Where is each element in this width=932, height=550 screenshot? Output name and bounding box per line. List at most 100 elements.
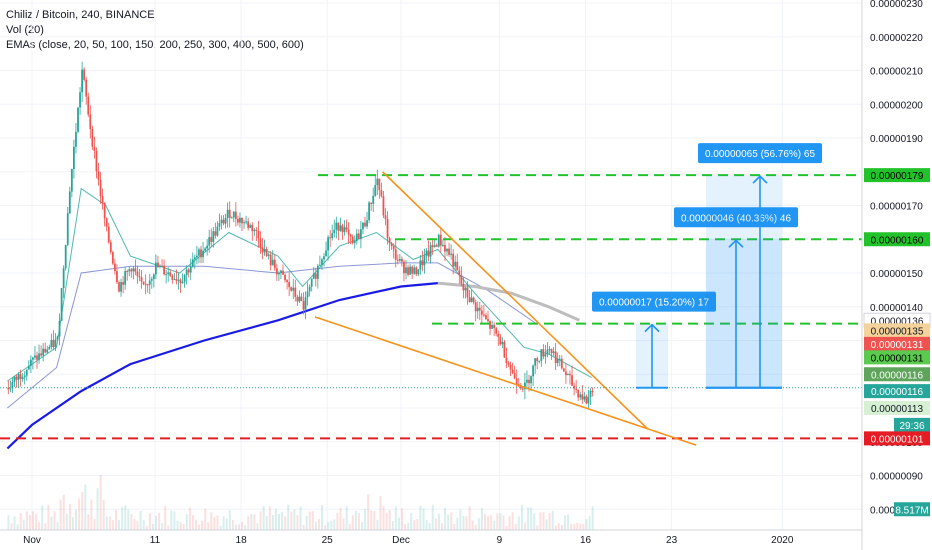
candle-body xyxy=(325,250,327,257)
volume-bar xyxy=(493,520,496,530)
candle-body xyxy=(273,259,276,269)
volume-bar xyxy=(459,509,462,530)
volume-bar xyxy=(563,515,566,530)
candle-body xyxy=(44,348,47,353)
price-tag-label: 0.00000179 xyxy=(871,171,924,182)
measure-label: 0.00000046 (40.36%) 46 xyxy=(681,213,792,224)
volume-bar xyxy=(155,515,157,530)
volume-bar xyxy=(447,514,450,530)
volume-bar xyxy=(311,511,314,530)
candle-body xyxy=(581,394,584,400)
volume-bar xyxy=(477,518,480,530)
volume-bar xyxy=(557,523,560,530)
volume-bar xyxy=(268,506,271,530)
candle-body xyxy=(79,92,81,108)
volume-bar xyxy=(65,513,68,530)
candle-body xyxy=(171,275,174,280)
volume-bar xyxy=(496,513,499,530)
volume-bar xyxy=(87,514,90,530)
volume-bar xyxy=(96,488,99,530)
volume-bar xyxy=(416,518,419,530)
candle-body xyxy=(583,396,586,400)
volume-bar xyxy=(296,514,299,530)
volume-bar xyxy=(44,523,47,530)
volume-bar xyxy=(339,507,342,530)
volume-bar xyxy=(210,512,213,530)
candle-body xyxy=(493,324,496,329)
candle-body xyxy=(50,339,53,348)
candle-body xyxy=(263,248,266,253)
candle-body xyxy=(58,320,61,337)
indicator-volume: Vol (20) xyxy=(6,24,44,36)
time-tick-label: 18 xyxy=(236,535,248,546)
volume-bar xyxy=(127,509,130,530)
candle-body xyxy=(530,376,532,384)
candle-body xyxy=(577,389,580,398)
volume-bar xyxy=(102,499,105,530)
candle-body xyxy=(204,248,206,251)
volume-bar xyxy=(357,513,360,530)
candle-body xyxy=(36,355,38,360)
volume-bar xyxy=(173,511,176,530)
price-tag-box xyxy=(894,502,930,517)
volume-bar xyxy=(410,513,413,530)
candle-body xyxy=(150,278,153,281)
volume-bar xyxy=(148,513,151,530)
volume-bar xyxy=(231,520,234,530)
candle-body xyxy=(214,231,217,236)
volume-bar xyxy=(241,521,244,530)
candle-body xyxy=(427,250,430,257)
candle-body xyxy=(122,282,124,285)
candle-body xyxy=(159,265,161,267)
candle-body xyxy=(290,287,293,291)
candle-body xyxy=(409,266,411,275)
candle-body xyxy=(179,279,182,284)
volume-bar xyxy=(71,517,74,530)
candle-body xyxy=(310,278,313,287)
candle-body xyxy=(565,371,567,376)
volume-bar xyxy=(194,519,197,530)
candle-body xyxy=(560,358,563,369)
candle-body xyxy=(528,379,530,384)
volume-bar xyxy=(121,507,124,530)
volume-bar xyxy=(133,518,136,530)
volume-bar xyxy=(379,495,382,530)
candle-body xyxy=(77,107,79,132)
price-tag-label: 0.00000131 xyxy=(871,353,924,364)
volume-bar xyxy=(345,506,348,530)
volume-bar xyxy=(385,512,388,530)
candle-body xyxy=(341,225,344,233)
volume-bar xyxy=(539,512,542,530)
volume-bar xyxy=(404,524,407,530)
candle-body xyxy=(292,287,295,291)
candle-body xyxy=(509,364,512,370)
candle-body xyxy=(245,221,247,223)
volume-bar xyxy=(41,505,44,530)
volume-bar xyxy=(182,524,185,530)
candle-body xyxy=(552,351,555,354)
candle-body xyxy=(308,286,311,292)
candle-body xyxy=(372,195,375,204)
candle-body xyxy=(64,244,67,269)
candle-body xyxy=(411,266,414,274)
candle-body xyxy=(253,229,256,232)
volume-bar xyxy=(99,474,102,530)
volume-bar xyxy=(351,515,354,530)
volume-bar xyxy=(305,515,308,530)
price-tag-box xyxy=(894,417,930,432)
price-tag-box xyxy=(864,168,930,183)
candle-body xyxy=(386,219,389,238)
candle-body xyxy=(398,258,401,261)
volume-bar xyxy=(278,514,280,530)
candle-body xyxy=(513,372,516,379)
volume-bar xyxy=(158,513,161,530)
measure-label-box xyxy=(592,291,716,312)
candle-body xyxy=(437,234,440,247)
candle-body xyxy=(118,282,120,292)
measure-box xyxy=(706,175,782,388)
candle-body xyxy=(460,275,463,284)
candle-body xyxy=(524,382,526,390)
candle-body xyxy=(357,233,360,240)
volume-bar xyxy=(502,515,505,530)
